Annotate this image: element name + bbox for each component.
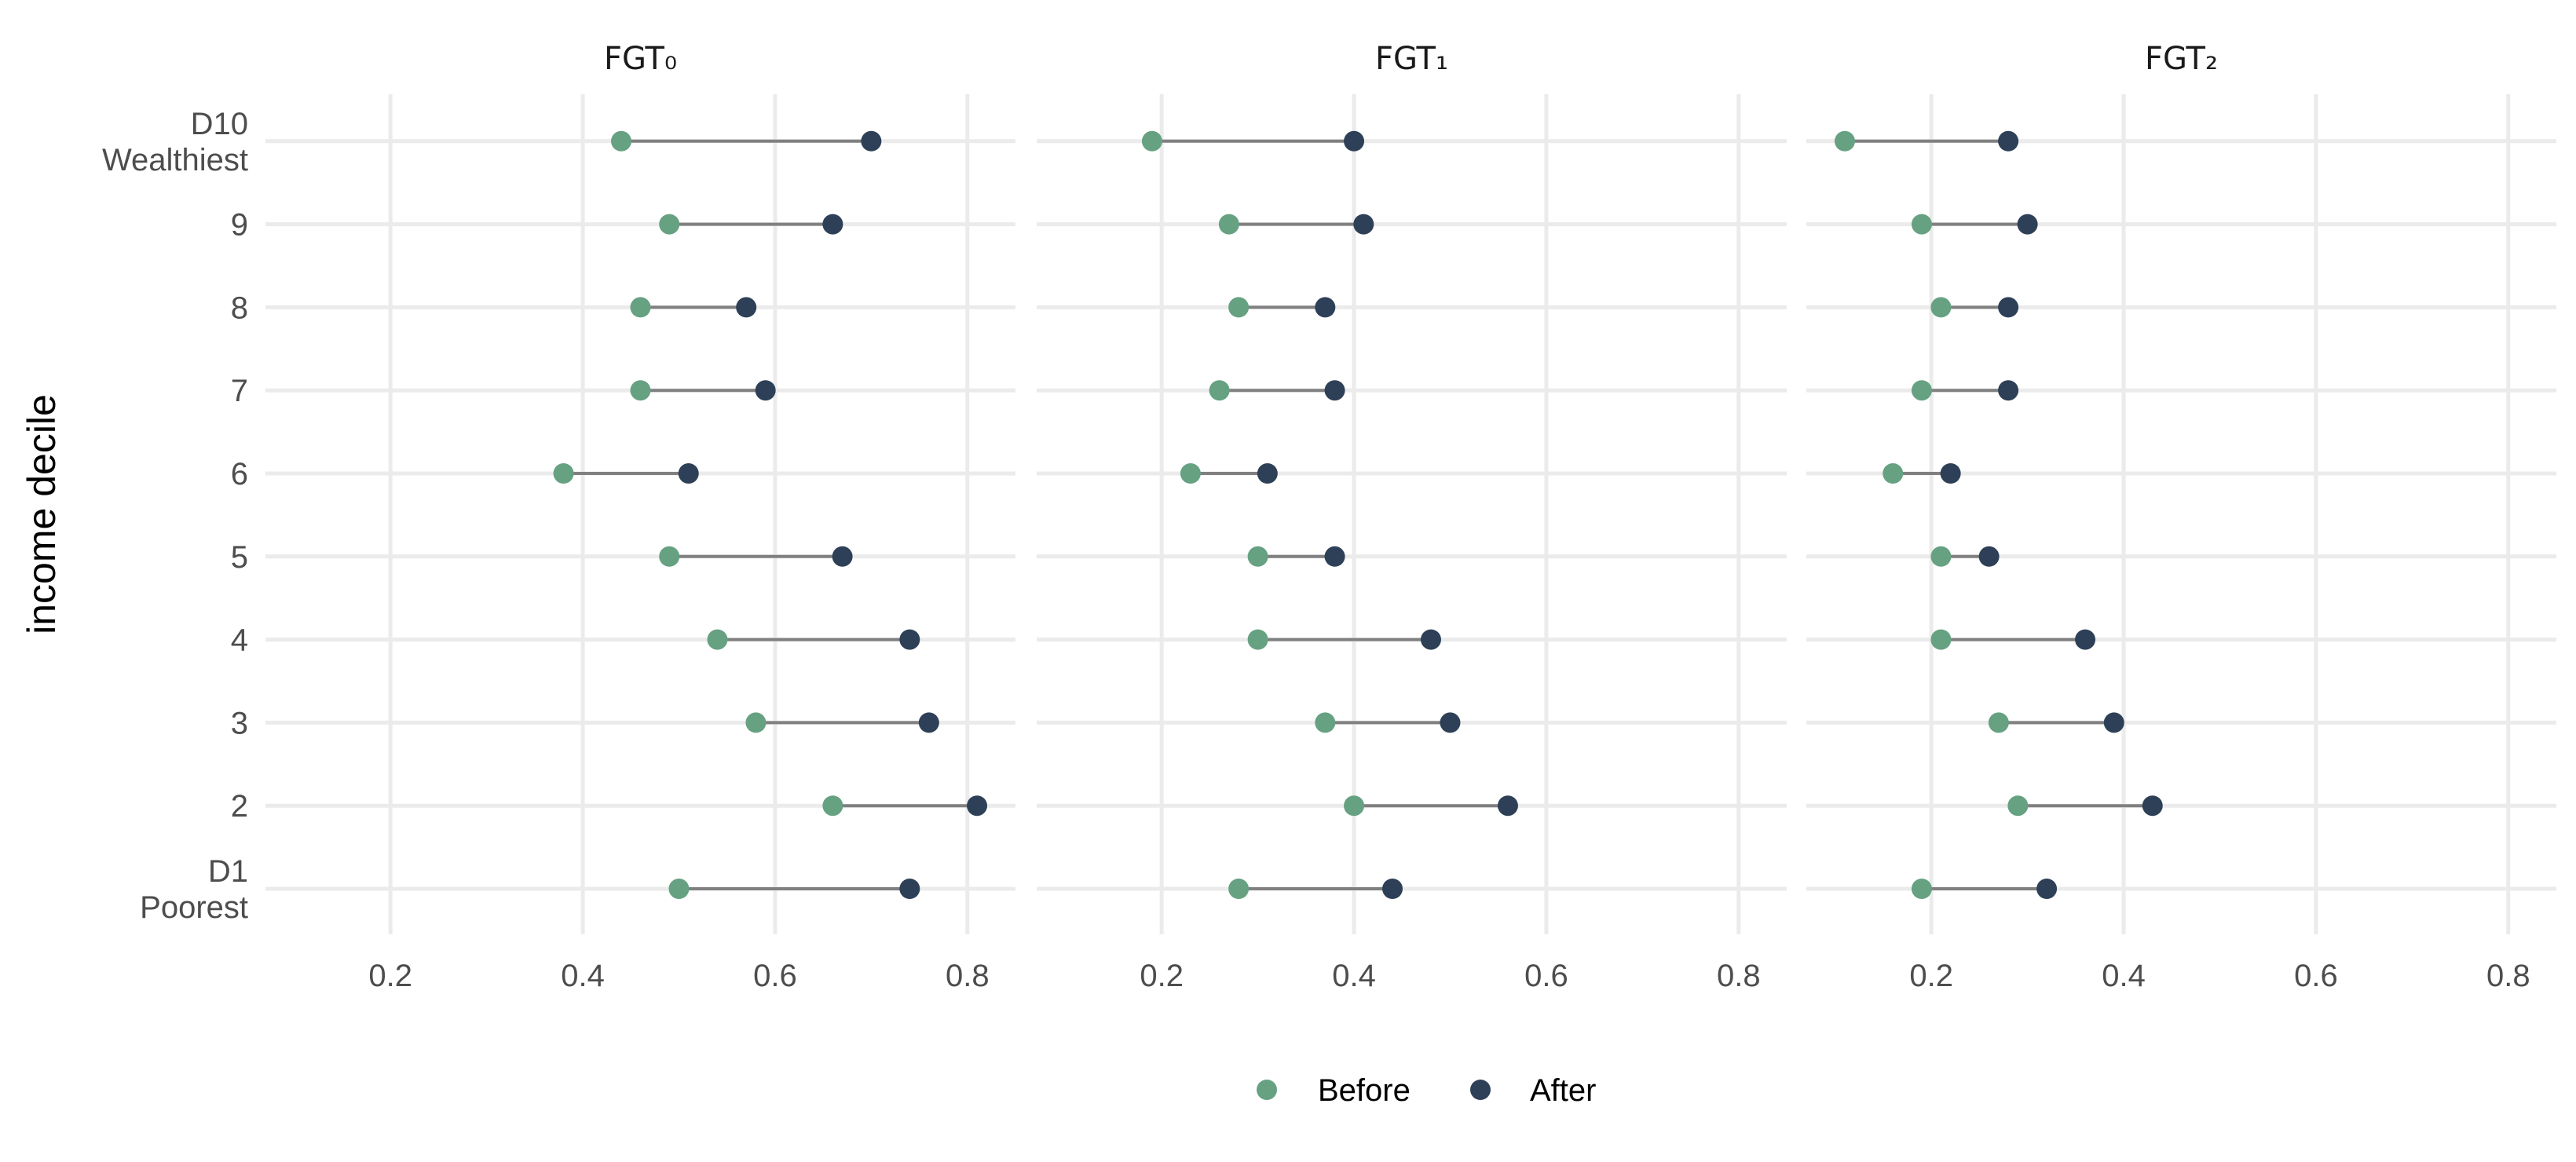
- before-point: [1911, 380, 1932, 401]
- after-point: [1940, 463, 1961, 484]
- before-point: [1247, 629, 1268, 650]
- after-point: [2103, 712, 2124, 733]
- before-point: [745, 712, 767, 733]
- x-tick-label: 0.2: [368, 959, 412, 993]
- y-tick-label: 8: [231, 290, 248, 325]
- before-point: [1209, 380, 1230, 401]
- y-tick-label: Poorest: [140, 890, 248, 925]
- legend: Before After: [1257, 1073, 1596, 1108]
- x-tick-label: 0.4: [561, 959, 605, 993]
- x-tick-label: 0.2: [1909, 959, 1953, 993]
- after-point: [918, 712, 939, 733]
- after-point: [736, 297, 757, 318]
- before-point: [1911, 879, 1932, 899]
- x-tick-label: 0.6: [753, 959, 797, 993]
- before-point: [1930, 546, 1952, 567]
- after-point: [1353, 214, 1374, 235]
- after-point: [832, 546, 853, 567]
- after-point: [861, 130, 882, 152]
- after-point: [2075, 629, 2096, 650]
- panel-3: FGT₂ 0.2 0.4 0.6 0.8: [1806, 41, 2556, 993]
- y-tick-label: D1: [208, 854, 248, 889]
- panels-layer: FGT₀ 0.2 0.4 0.6 0.8 FGT₁ 0.2 0.4 0.6 0.8 FGT₂ 0.2 0…: [265, 41, 2556, 993]
- before-point: [553, 463, 574, 484]
- before-point: [1218, 214, 1239, 235]
- panel-title: FGT₁: [1375, 41, 1448, 77]
- after-point: [899, 879, 920, 899]
- after-point: [1324, 546, 1345, 567]
- y-tick-label: 4: [231, 623, 248, 658]
- y-tick-label: Wealthiest: [102, 143, 248, 177]
- x-tick-label: 0.8: [1717, 959, 1761, 993]
- after-point: [1998, 130, 2019, 152]
- after-point: [1978, 546, 2000, 567]
- y-tick-label: 2: [231, 789, 248, 824]
- y-tick-label: D10: [191, 107, 248, 141]
- before-point: [1228, 879, 1250, 899]
- after-point: [1440, 712, 1461, 733]
- before-point: [1834, 130, 1855, 152]
- before-point: [1930, 629, 1952, 650]
- before-point: [2007, 795, 2029, 817]
- after-point: [1382, 879, 1403, 899]
- after-point: [1497, 795, 1518, 817]
- after-point: [678, 463, 699, 484]
- before-point: [1315, 712, 1336, 733]
- y-tick-label: 9: [231, 208, 248, 243]
- after-point: [1420, 629, 1441, 650]
- before-point: [1228, 297, 1250, 318]
- after-point: [1324, 380, 1345, 401]
- after-point: [755, 380, 776, 401]
- before-point: [1247, 546, 1268, 567]
- x-tick-label: 0.6: [2294, 959, 2338, 993]
- after-point: [1998, 297, 2019, 318]
- panel-2: FGT₁ 0.2 0.4 0.6 0.8: [1037, 41, 1787, 993]
- y-axis-title: income decile: [20, 394, 64, 634]
- before-point: [611, 130, 632, 152]
- x-tick-label: 0.2: [1140, 959, 1184, 993]
- legend-key-before: [1257, 1080, 1277, 1100]
- x-tick-label: 0.4: [2102, 959, 2146, 993]
- before-point: [1988, 712, 2009, 733]
- panel-title: FGT₂: [2145, 41, 2218, 77]
- after-point: [1315, 297, 1336, 318]
- y-tick-label: 7: [231, 374, 248, 408]
- x-tick-label: 0.8: [2486, 959, 2530, 993]
- panel-1: FGT₀ 0.2 0.4 0.6 0.8: [265, 41, 1015, 993]
- before-point: [659, 546, 680, 567]
- before-point: [822, 795, 843, 817]
- before-point: [1344, 795, 1365, 817]
- y-tick-label: 3: [231, 706, 248, 740]
- before-point: [1180, 463, 1201, 484]
- before-point: [707, 629, 728, 650]
- legend-label: Before: [1318, 1073, 1411, 1108]
- after-point: [2142, 795, 2163, 817]
- y-tick-label: 6: [231, 457, 248, 491]
- before-point: [1883, 463, 1904, 484]
- after-point: [1344, 130, 1365, 152]
- legend-label: After: [1530, 1073, 1596, 1108]
- after-point: [1257, 463, 1278, 484]
- before-point: [1141, 130, 1162, 152]
- before-point: [659, 214, 680, 235]
- after-point: [967, 795, 988, 817]
- x-tick-label: 0.6: [1524, 959, 1568, 993]
- before-point: [1930, 297, 1952, 318]
- after-point: [1998, 380, 2019, 401]
- after-point: [899, 629, 920, 650]
- x-tick-label: 0.8: [946, 959, 990, 993]
- before-point: [1911, 214, 1932, 235]
- after-point: [2036, 879, 2058, 899]
- before-point: [668, 879, 690, 899]
- panel-title: FGT₀: [604, 41, 677, 77]
- before-point: [630, 297, 651, 318]
- x-tick-label: 0.4: [1332, 959, 1376, 993]
- after-point: [2017, 214, 2038, 235]
- legend-key-after: [1470, 1080, 1491, 1100]
- before-point: [630, 380, 651, 401]
- after-point: [822, 214, 843, 235]
- y-tick-label: 5: [231, 540, 248, 575]
